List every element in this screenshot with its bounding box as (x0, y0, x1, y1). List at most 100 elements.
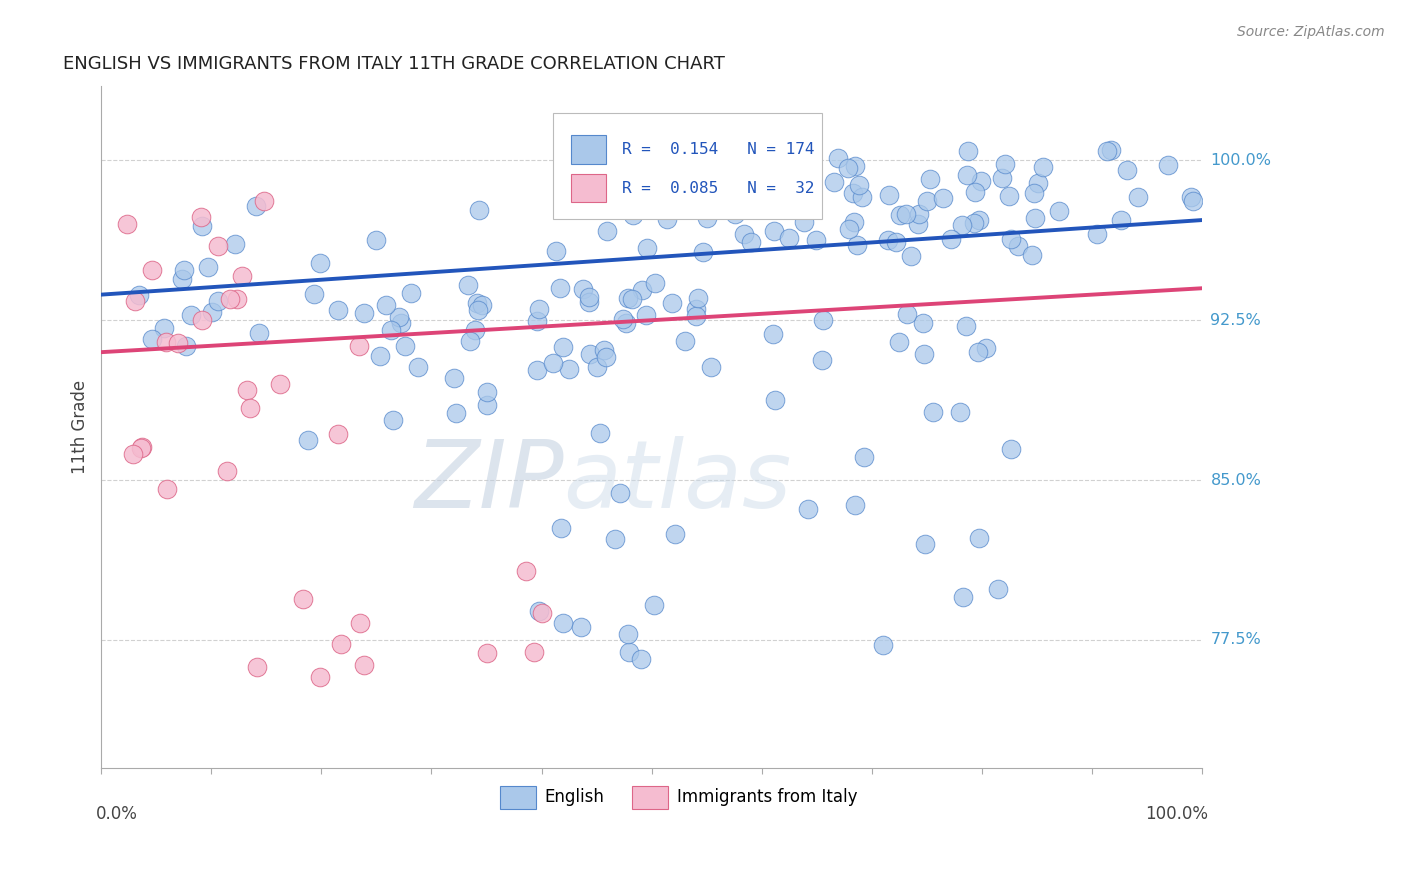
Point (631, 283, 654, 297)
Point (115, 218, 138, 232)
Point (823, 175, 845, 189)
Point (190, 210, 212, 224)
Point (641, 194, 664, 209)
Point (842, 186, 865, 200)
Point (347, 339, 370, 353)
Point (775, 178, 797, 193)
Point (612, 311, 634, 326)
Point (553, 340, 575, 354)
Point (207, 238, 229, 252)
Point (769, 145, 792, 159)
Point (247, 326, 270, 340)
Point (217, 464, 239, 478)
Point (763, 392, 786, 407)
Point (389, 317, 412, 331)
Point (170, 271, 193, 285)
FancyBboxPatch shape (553, 113, 823, 219)
Y-axis label: 11th Grade: 11th Grade (72, 380, 89, 474)
Point (467, 202, 489, 217)
FancyBboxPatch shape (571, 135, 606, 163)
Point (231, 268, 253, 283)
Point (643, 599, 665, 613)
Point (872, 638, 894, 652)
Point (703, 201, 725, 215)
Point (838, 222, 860, 236)
Point (907, 217, 929, 231)
Point (457, 278, 479, 293)
Point (1115, 163, 1137, 178)
Point (245, 199, 267, 213)
Point (1157, 158, 1180, 172)
Point (380, 323, 402, 337)
Point (122, 447, 145, 461)
Point (655, 211, 678, 226)
Text: 0.0%: 0.0% (96, 805, 138, 823)
Point (915, 194, 938, 208)
Point (907, 207, 929, 221)
Point (544, 244, 567, 259)
Point (128, 287, 150, 301)
Point (889, 208, 911, 222)
Text: Source: ZipAtlas.com: Source: ZipAtlas.com (1237, 25, 1385, 39)
Point (302, 287, 325, 301)
Point (658, 153, 681, 167)
Point (201, 305, 224, 319)
Point (235, 383, 257, 397)
Point (876, 233, 898, 247)
Point (531, 607, 554, 621)
FancyBboxPatch shape (499, 786, 536, 809)
Point (578, 294, 600, 309)
Point (844, 498, 866, 512)
Point (1021, 247, 1043, 261)
Point (737, 190, 759, 204)
Point (527, 604, 550, 618)
Point (381, 413, 404, 427)
Point (661, 296, 683, 310)
Point (952, 590, 974, 604)
Point (963, 215, 986, 229)
Point (225, 292, 247, 306)
Point (621, 208, 644, 222)
Point (475, 646, 498, 660)
Point (467, 303, 489, 318)
Point (793, 153, 815, 168)
Point (914, 536, 936, 550)
Point (239, 401, 262, 415)
Point (224, 237, 246, 252)
Point (572, 282, 595, 296)
Point (141, 332, 163, 346)
Point (1182, 194, 1205, 208)
Text: atlas: atlas (564, 436, 792, 527)
Point (796, 502, 818, 516)
Point (475, 398, 498, 412)
Point (827, 151, 849, 165)
Point (375, 298, 398, 312)
Point (846, 238, 869, 252)
Point (553, 615, 575, 630)
Point (558, 362, 581, 376)
Point (1026, 176, 1049, 190)
Point (723, 182, 745, 196)
Point (970, 174, 993, 188)
Point (900, 249, 922, 263)
Point (912, 316, 935, 330)
Point (848, 178, 870, 193)
Point (596, 224, 619, 238)
Point (644, 276, 666, 290)
Point (309, 670, 332, 684)
Point (763, 224, 786, 238)
Point (920, 172, 942, 186)
Text: R =  0.085   N =  32: R = 0.085 N = 32 (621, 180, 814, 195)
Point (894, 207, 917, 221)
Point (550, 281, 572, 295)
Point (616, 291, 638, 305)
Point (811, 312, 834, 326)
Point (609, 485, 631, 500)
Point (955, 319, 977, 334)
Point (967, 531, 990, 545)
Point (523, 645, 546, 659)
Point (685, 301, 707, 316)
Text: R =  0.154   N = 174: R = 0.154 N = 174 (621, 142, 814, 157)
Point (877, 187, 900, 202)
Point (1007, 239, 1029, 253)
